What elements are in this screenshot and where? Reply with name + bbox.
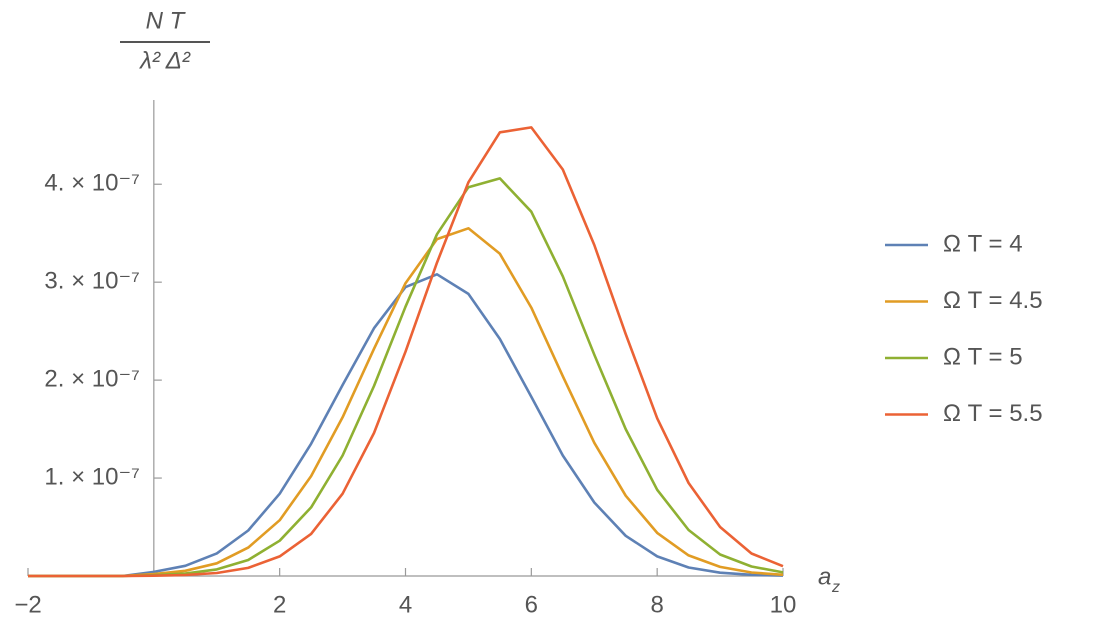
y-tick-label: 1. × 10⁻⁷ bbox=[44, 463, 139, 490]
x-tick-label: 6 bbox=[525, 591, 538, 618]
x-label-sub: z bbox=[831, 579, 840, 596]
x-tick-label: 10 bbox=[770, 591, 797, 618]
y-tick-label: 3. × 10⁻⁷ bbox=[44, 268, 139, 295]
x-tick-label: 4 bbox=[399, 591, 412, 618]
series-line bbox=[28, 177, 784, 578]
series-line bbox=[28, 272, 784, 578]
x-label: a bbox=[818, 563, 831, 590]
legend-label: Ω T = 4 bbox=[943, 230, 1023, 257]
y-tick-label: 4. × 10⁻⁷ bbox=[44, 170, 139, 197]
y-label-denominator: λ² Δ² bbox=[138, 47, 191, 74]
x-tick-label: 2 bbox=[273, 591, 286, 618]
x-tick-label: −2 bbox=[14, 591, 41, 618]
y-tick-label: 2. × 10⁻⁷ bbox=[44, 365, 139, 392]
legend-label: Ω T = 5.5 bbox=[943, 400, 1043, 427]
x-tick-label: 8 bbox=[650, 591, 663, 618]
legend-label: Ω T = 5 bbox=[943, 343, 1023, 370]
series-line bbox=[28, 227, 784, 578]
legend-label: Ω T = 4.5 bbox=[943, 287, 1043, 314]
series-line bbox=[28, 126, 784, 578]
y-label-numerator: N T bbox=[146, 7, 187, 34]
